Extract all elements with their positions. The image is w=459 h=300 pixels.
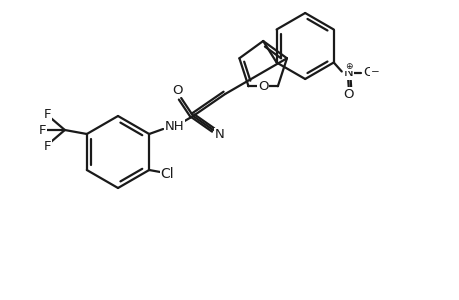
Text: O: O	[343, 88, 353, 101]
Text: O: O	[172, 83, 182, 97]
Text: Cl: Cl	[160, 167, 174, 181]
Text: O: O	[257, 80, 268, 93]
Text: NH: NH	[164, 119, 184, 133]
Text: F: F	[44, 140, 51, 152]
Text: −: −	[369, 68, 378, 77]
Text: N: N	[343, 66, 353, 79]
Text: O: O	[363, 66, 373, 79]
Text: N: N	[214, 128, 224, 142]
Text: F: F	[44, 107, 51, 121]
Text: ⊕: ⊕	[344, 62, 352, 71]
Text: F: F	[39, 124, 46, 136]
